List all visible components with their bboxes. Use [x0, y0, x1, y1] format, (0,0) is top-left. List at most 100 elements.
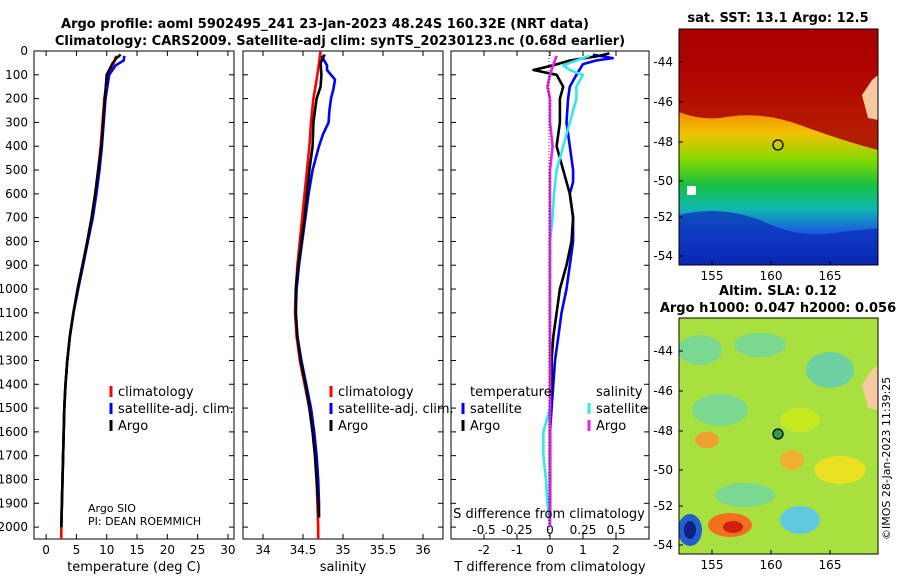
- sla-land-patch: [862, 365, 878, 410]
- sla-blob: [695, 432, 719, 448]
- x-tick-label: 1: [579, 543, 587, 557]
- legend-argo-label: Argo: [118, 419, 148, 434]
- lat-tick-label: -44: [653, 55, 673, 69]
- sst-argo-location-marker: [772, 139, 784, 151]
- lat-tick-label: -50: [653, 463, 673, 477]
- sla-map-title: Altim. SLA: 0.12: [719, 284, 837, 299]
- depth-tick-label: 1800: [0, 472, 28, 486]
- depth-tick-label: 0: [20, 44, 28, 58]
- depth-tick-label: 600: [5, 187, 28, 201]
- sst-map-field: [679, 29, 878, 265]
- legend-argo-label: Argo: [338, 419, 368, 434]
- x-tick-label: 25: [190, 543, 205, 557]
- lat-tick-label: -54: [653, 249, 673, 263]
- sla-blob: [780, 450, 804, 470]
- depth-tick-label: 1900: [0, 496, 28, 510]
- sla-blob: [692, 394, 748, 426]
- x-tick-label: 35.5: [370, 543, 397, 557]
- lon-tick-label: 165: [819, 558, 842, 572]
- depth-axis: 0 100 200 300 400 500 600 700 800 900 1000 1100 1200…: [0, 44, 649, 534]
- sst-warm-region: [679, 29, 878, 150]
- sla-blob: [715, 483, 775, 507]
- depth-tick-label: 900: [5, 258, 28, 272]
- sst-missing-data-patch: [687, 186, 696, 195]
- legend-satellite-label: satellite-adj. clim.: [338, 402, 454, 417]
- legend-s-argo-label: Argo: [596, 419, 626, 434]
- depth-tick-label: 1300: [0, 353, 28, 367]
- lat-tick-label: -50: [653, 174, 673, 188]
- lat-tick-label: -48: [653, 135, 673, 149]
- x-tick-label: 2: [612, 543, 620, 557]
- figure-title-line1: Argo profile: aoml 5902495_241 23-Jan-20…: [61, 17, 589, 32]
- lon-tick-label: 160: [760, 558, 783, 572]
- sla-map-subtitle: Argo h1000: 0.047 h2000: 0.056: [660, 301, 896, 316]
- sst-map-frame: [678, 28, 879, 266]
- depth-tick-label: 1200: [0, 330, 28, 344]
- x-tick-label: 34: [255, 543, 270, 557]
- sla-blob: [806, 352, 854, 388]
- sla-blob: [780, 506, 820, 534]
- credit-pi: PI: DEAN ROEMMICH: [88, 515, 201, 528]
- sla-blob: [814, 456, 866, 484]
- x-tick-label: 34.5: [290, 543, 317, 557]
- sst-map-title: sat. SST: 13.1 Argo: 12.5: [687, 11, 868, 26]
- imos-watermark: ©IMOS 28-Jan-2023 11:39:25: [880, 377, 893, 540]
- sla-blob: [684, 521, 696, 539]
- t-difference-axis-label: T difference from climatology: [453, 560, 646, 575]
- salinity-axis-label: salinity: [320, 560, 367, 575]
- sla-argo-location-marker: [772, 428, 784, 440]
- x-axes: 0 5 10 15 20 25 30 34 34.5 35 35.5 36 -2 -1 0 1 2 -0.5 -0.…: [42, 51, 626, 557]
- figure-title-line2: Climatology: CARS2009. Satellite-adj cli…: [55, 34, 625, 49]
- x-tick-label: 5: [73, 543, 81, 557]
- x-tick-label: 10: [99, 543, 114, 557]
- series-line-argo: [294, 54, 326, 518]
- x-tick-label: 36: [415, 543, 430, 557]
- depth-tick-label: 100: [5, 68, 28, 82]
- legend-climatology-label: climatology: [338, 385, 414, 400]
- lon-tick-label: 165: [819, 269, 842, 283]
- legend-s-satellite-label: satellite: [596, 402, 648, 417]
- lat-tick-label: -52: [653, 210, 673, 224]
- x-tick-label: 0: [546, 543, 554, 557]
- lat-tick-label: -54: [653, 538, 673, 552]
- difference-legend: temperature satellite Argo salinity sate…: [461, 385, 648, 434]
- depth-tick-label: 1700: [0, 449, 28, 463]
- x-tick-label: 15: [129, 543, 144, 557]
- depth-tick-label: 200: [5, 92, 28, 106]
- sst-land-patch: [862, 75, 878, 120]
- temperature-legend: climatology satellite-adj. clim. Argo: [109, 385, 234, 434]
- lat-tick-label: -48: [653, 424, 673, 438]
- depth-tick-label: 700: [5, 211, 28, 225]
- lon-tick-label: 155: [701, 558, 724, 572]
- depth-tick-label: 300: [5, 115, 28, 129]
- depth-tick-label: 1400: [0, 377, 28, 391]
- depth-tick-label: 1100: [0, 306, 28, 320]
- temperature-plot-frame: [33, 50, 235, 540]
- legend-climatology-label: climatology: [118, 385, 194, 400]
- s-difference-axis-label: S difference from climatology: [453, 507, 645, 522]
- legend-t-satellite-label: satellite: [470, 402, 522, 417]
- x-tick-label: -2: [478, 543, 490, 557]
- sla-map-frame: [678, 317, 879, 555]
- x-tick-label: 35: [335, 543, 350, 557]
- x-tick-label: 20: [160, 543, 175, 557]
- sst-cold-region: [679, 211, 878, 265]
- lon-tick-label: 160: [760, 269, 783, 283]
- lon-tick-label: 155: [701, 269, 724, 283]
- legend-t-argo-label: Argo: [470, 419, 500, 434]
- lat-tick-label: -46: [653, 95, 673, 109]
- s-diff-tick-label: 0.5: [606, 523, 625, 537]
- legend-temperature-title: temperature: [470, 385, 552, 400]
- depth-tick-label: 1500: [0, 401, 28, 415]
- depth-tick-label: 2000: [0, 520, 28, 534]
- salinity-legend: climatology satellite-adj. clim. Argo: [329, 385, 454, 434]
- s-diff-tick-label: 0.25: [570, 523, 597, 537]
- map-axes: -44 -46 -48 -50 -52 -54 155 160 165 -44 -46 -48 -50 -…: [653, 55, 841, 572]
- x-tick-label: -1: [511, 543, 523, 557]
- sla-blob: [734, 333, 786, 357]
- x-tick-label: 0: [42, 543, 50, 557]
- s-diff-tick-label: 0: [546, 523, 554, 537]
- depth-tick-label: 1600: [0, 425, 28, 439]
- depth-tick-label: 500: [5, 163, 28, 177]
- s-diff-tick-label: -0.5: [472, 523, 495, 537]
